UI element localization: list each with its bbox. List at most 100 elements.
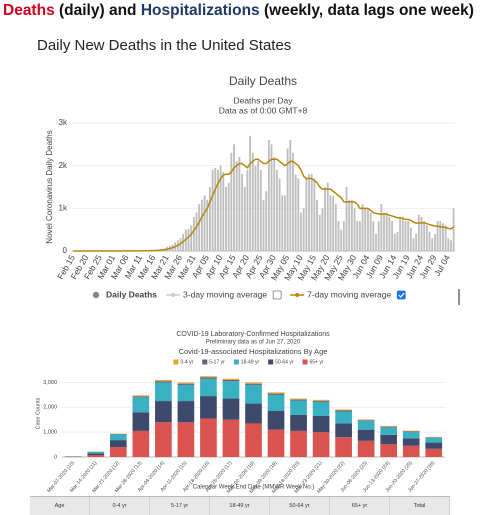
bar	[369, 212, 372, 251]
bar-segment	[267, 411, 285, 430]
bar-segment	[155, 381, 172, 383]
legend-swatch	[202, 359, 208, 365]
bar-segment	[155, 422, 172, 457]
bar	[273, 157, 276, 251]
legend-swatch	[268, 359, 274, 365]
bar	[342, 221, 345, 251]
bar-segment	[312, 432, 330, 457]
bar	[407, 221, 410, 251]
bar-segment	[222, 378, 240, 380]
bar-segment	[155, 401, 172, 423]
bar	[300, 212, 302, 251]
bar-segment	[177, 383, 195, 385]
table-header-cell: 0-4 yr	[90, 497, 150, 515]
bar-segment	[267, 392, 285, 394]
legend-symbol	[171, 293, 176, 297]
legend-checkbox[interactable]	[396, 290, 406, 300]
bar-segment	[267, 394, 285, 412]
y-tick-label: 2k	[59, 161, 68, 170]
bar	[431, 238, 434, 251]
legend-label[interactable]: 3-day moving average	[183, 289, 267, 299]
header-part: Hospitalizations	[140, 2, 260, 19]
bar	[425, 225, 428, 251]
bar-segment	[245, 382, 262, 384]
table-header-cell: 50-64 yr	[270, 497, 330, 515]
bar-segment	[357, 420, 375, 430]
table-header-cell: Age	[30, 497, 90, 515]
bar-segment	[312, 399, 330, 401]
bar	[217, 169, 219, 251]
bar	[423, 221, 426, 251]
y-tick-label: 1,000	[43, 430, 57, 436]
legend-label[interactable]: 0-4 yr	[180, 359, 193, 365]
bar	[399, 216, 402, 251]
bar-segment	[335, 437, 352, 457]
bar	[200, 199, 203, 251]
bar-segment	[357, 440, 375, 457]
bar-segment	[312, 400, 330, 402]
chart-subtitle: Deaths per Day	[233, 95, 293, 105]
bar-segment	[87, 455, 105, 457]
bar-segment	[312, 401, 330, 416]
bar	[442, 223, 444, 251]
bar-segment	[380, 425, 398, 427]
bar	[388, 216, 391, 251]
table-header-cell: Total	[390, 497, 450, 515]
header-part: (daily) and	[54, 2, 141, 19]
legend-symbol	[295, 293, 300, 297]
legend-label[interactable]: Daily Deaths	[106, 289, 157, 299]
bar	[302, 208, 305, 251]
bar-segment	[290, 399, 307, 401]
y-tick-label: 1k	[59, 203, 68, 212]
legend-label[interactable]: 65+ yr	[309, 359, 323, 365]
bar-segment	[155, 382, 172, 402]
bar-segment	[425, 437, 443, 443]
bar-segment	[177, 384, 195, 402]
bar	[270, 144, 273, 251]
bar-segment	[132, 412, 150, 431]
y-tick-label: 0	[63, 246, 68, 255]
bar-segment	[109, 447, 127, 457]
bar	[391, 221, 393, 251]
bar-segment	[132, 395, 150, 397]
bar	[286, 148, 289, 251]
bar-segment	[402, 431, 420, 433]
bar	[284, 195, 286, 251]
bar-segment	[109, 434, 127, 441]
legend-label[interactable]: 18-49 yr	[241, 359, 260, 365]
bar-segment	[177, 422, 195, 457]
bar-segment	[425, 448, 443, 457]
bar-segment	[200, 418, 217, 457]
bar-segment	[402, 432, 420, 439]
bar	[230, 152, 233, 251]
legend-label[interactable]: 7-day moving average	[307, 289, 391, 299]
bar-segment	[357, 419, 375, 421]
chart-subtitle: Preliminary data as of Jun 27, 2020	[206, 340, 301, 346]
legend-label[interactable]: 50-64 yr	[275, 359, 294, 365]
legend-checkbox[interactable]	[272, 290, 282, 300]
bar-segment	[357, 429, 375, 441]
bar	[359, 221, 361, 251]
bar	[409, 227, 412, 251]
bar	[420, 216, 423, 251]
bar	[329, 195, 332, 251]
legend-label[interactable]: 5-17 yr	[209, 359, 225, 365]
bar-segment	[200, 378, 217, 397]
bar	[334, 204, 337, 251]
bar	[209, 187, 211, 251]
bar-segment	[245, 423, 262, 457]
bar	[350, 199, 353, 251]
bar	[308, 174, 310, 251]
bar	[452, 208, 455, 251]
bar	[241, 174, 243, 251]
bar	[380, 204, 383, 251]
bar	[316, 199, 318, 251]
bar-segment	[402, 445, 420, 457]
bar	[187, 228, 190, 251]
bar	[401, 216, 404, 251]
bar-segment	[380, 427, 398, 435]
bar-segment	[177, 401, 195, 423]
chart-title: Daily Deaths	[229, 74, 297, 88]
bar-segment	[245, 384, 262, 404]
